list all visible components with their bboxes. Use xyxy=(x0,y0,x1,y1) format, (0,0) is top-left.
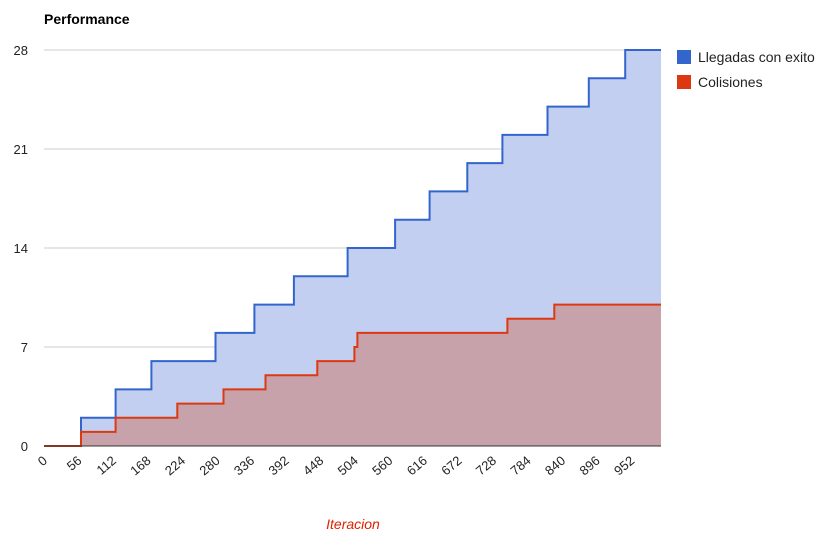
legend-swatch xyxy=(677,75,691,89)
x-tick-label: 392 xyxy=(266,453,292,478)
x-tick-label: 560 xyxy=(369,453,395,478)
legend-item-colisiones: Colisiones xyxy=(677,74,763,90)
x-tick-label: 896 xyxy=(576,453,602,478)
x-tick-label: 224 xyxy=(162,453,188,478)
y-tick-label: 7 xyxy=(21,340,28,355)
x-axis-label: Iteracion xyxy=(326,516,380,532)
x-tick-label: 952 xyxy=(611,453,637,478)
x-tick-label: 448 xyxy=(300,453,326,478)
x-tick-label: 0 xyxy=(35,453,50,469)
series-line-colisiones xyxy=(44,303,661,447)
x-tick-label: 56 xyxy=(64,453,85,474)
legend-item-llegadas: Llegadas con exito xyxy=(677,49,815,65)
x-tick-label: 672 xyxy=(438,453,464,478)
x-tick-label: 728 xyxy=(473,453,499,478)
legend-swatch xyxy=(677,50,691,64)
chart-title: Performance xyxy=(44,11,130,27)
x-tick-label: 336 xyxy=(231,453,257,478)
y-tick-label: 0 xyxy=(21,439,28,454)
y-tick-labels: 0 7 14 21 28 xyxy=(14,43,28,454)
x-tick-label: 112 xyxy=(94,453,120,478)
x-tick-label: 504 xyxy=(335,453,361,478)
x-tick-label: 280 xyxy=(196,453,222,478)
x-tick-labels: 0 56 112 168 224 280 336 392 448 504 560 616 672 728 7… xyxy=(35,453,638,478)
x-tick-label: 840 xyxy=(542,453,568,478)
legend: Llegadas con exito Colisiones xyxy=(677,49,815,90)
legend-label: Llegadas con exito xyxy=(698,49,815,65)
y-tick-label: 14 xyxy=(14,241,28,256)
y-tick-label: 21 xyxy=(14,142,28,157)
x-tick-label: 168 xyxy=(127,453,153,478)
x-tick-label: 784 xyxy=(507,453,533,478)
y-tick-label: 28 xyxy=(14,43,28,58)
series-lines xyxy=(44,49,661,447)
x-tick-label: 616 xyxy=(404,453,430,478)
series-area-colisiones xyxy=(44,304,661,446)
series-line-llegadas xyxy=(44,49,661,447)
legend-label: Colisiones xyxy=(698,74,763,90)
